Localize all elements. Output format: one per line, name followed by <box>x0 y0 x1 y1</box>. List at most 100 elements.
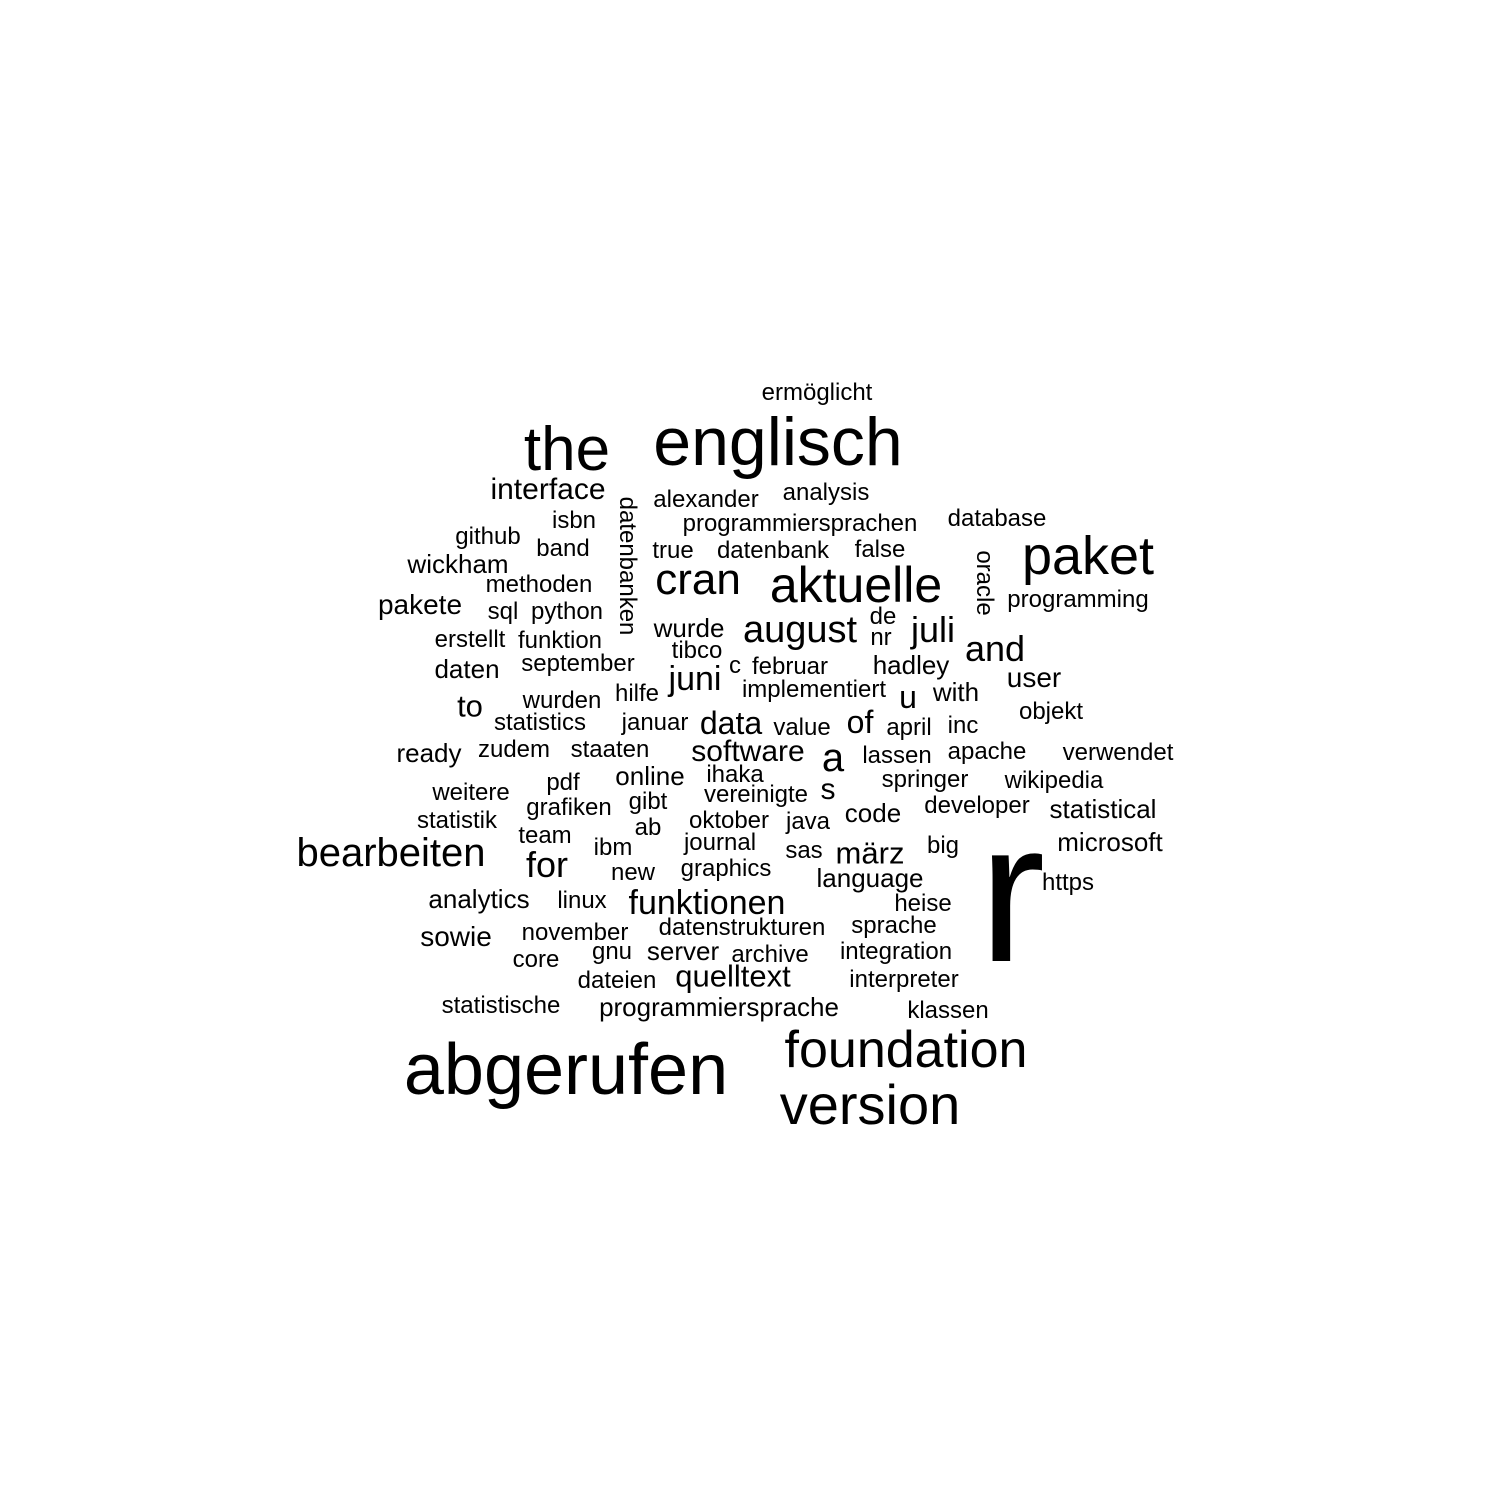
word: statistical <box>1049 794 1157 824</box>
word: märz <box>835 835 905 871</box>
word: r <box>978 781 1046 1004</box>
word: dateien <box>577 967 657 994</box>
word: code <box>844 798 902 828</box>
word: lassen <box>862 742 932 769</box>
word: pakete <box>377 589 463 620</box>
word: erstellt <box>434 626 506 653</box>
word: wurde <box>653 613 725 643</box>
word: isbn <box>551 507 597 534</box>
word: november <box>521 919 629 946</box>
word: data <box>699 705 763 741</box>
word: juli <box>910 609 956 650</box>
word: server <box>646 936 720 966</box>
word: heise <box>894 890 952 917</box>
word: band <box>536 535 590 562</box>
word: sprache <box>851 912 937 939</box>
word: springer <box>881 766 969 793</box>
word: januar <box>621 709 689 736</box>
word: april <box>886 714 932 741</box>
word: klassen <box>907 997 989 1024</box>
word: the <box>523 415 611 484</box>
word: statistics <box>493 709 587 736</box>
word: sas <box>785 837 823 864</box>
word: foundation <box>784 1021 1028 1079</box>
word: wikipedia <box>1004 767 1104 794</box>
word: s <box>820 773 836 806</box>
word: programmiersprache <box>599 992 839 1022</box>
word: and <box>964 628 1026 669</box>
word: nr <box>870 624 892 651</box>
word: interpreter <box>849 966 959 993</box>
word: englisch <box>653 404 903 480</box>
word: statistische <box>441 992 561 1019</box>
word: python <box>530 598 604 625</box>
word: team <box>518 822 572 849</box>
word: daten <box>434 654 500 684</box>
word: datenbank <box>716 537 830 564</box>
word: apache <box>947 738 1027 765</box>
word: funktion <box>517 627 603 654</box>
word: archive <box>731 941 809 968</box>
word: abgerufen <box>403 1030 729 1110</box>
word: weitere <box>432 779 510 806</box>
word: gibt <box>628 788 668 815</box>
word: grafiken <box>526 794 612 821</box>
word: funktionen <box>628 884 786 922</box>
word: september <box>521 650 635 677</box>
word: ihaka <box>706 761 764 788</box>
word: programming <box>1007 586 1149 613</box>
word: zudem <box>477 736 551 763</box>
word: value <box>773 714 831 741</box>
word: datenbanken <box>614 496 641 636</box>
word: core <box>512 946 560 973</box>
word: pdf <box>546 769 580 796</box>
word: datenstrukturen <box>658 914 826 941</box>
word: wickham <box>407 549 509 579</box>
word: analysis <box>782 479 870 506</box>
word: graphics <box>680 855 772 882</box>
word: februar <box>751 653 829 680</box>
word: language <box>816 863 924 893</box>
word: java <box>785 808 831 835</box>
word: programmiersprachen <box>682 510 918 537</box>
word: cran <box>655 555 741 604</box>
word: software <box>691 735 805 768</box>
word: objekt <box>1018 698 1084 725</box>
word: to <box>457 688 483 724</box>
word: de <box>869 603 897 630</box>
word: ibm <box>593 834 633 861</box>
word: verwendet <box>1062 739 1174 766</box>
word: big <box>926 832 960 859</box>
word: quelltext <box>675 958 791 994</box>
word: implementiert <box>741 676 887 703</box>
word: aktuelle <box>769 557 943 613</box>
word: inc <box>947 712 979 739</box>
word: for <box>525 844 569 885</box>
word: oracle <box>971 550 998 616</box>
word: with <box>932 677 980 707</box>
word: linux <box>557 887 607 914</box>
word: true <box>652 537 694 564</box>
word: online <box>615 761 685 791</box>
word: u <box>899 679 917 715</box>
word: integration <box>839 938 953 965</box>
word: developer <box>924 792 1030 819</box>
word: github <box>455 523 521 550</box>
word: a <box>821 736 845 780</box>
word: alexander <box>653 486 759 513</box>
word: vereinigte <box>703 781 809 808</box>
word: methoden <box>485 571 593 598</box>
word: version <box>779 1073 961 1136</box>
word: bearbeiten <box>296 831 486 875</box>
word: statistik <box>416 807 498 834</box>
word: staaten <box>570 736 650 763</box>
word: sowie <box>420 921 492 952</box>
word: new <box>610 859 656 886</box>
word: gnu <box>591 938 633 965</box>
word: of <box>846 704 874 740</box>
word: ab <box>634 814 662 841</box>
word: journal <box>683 829 757 856</box>
word: sql <box>487 598 519 625</box>
word: interface <box>490 473 606 506</box>
